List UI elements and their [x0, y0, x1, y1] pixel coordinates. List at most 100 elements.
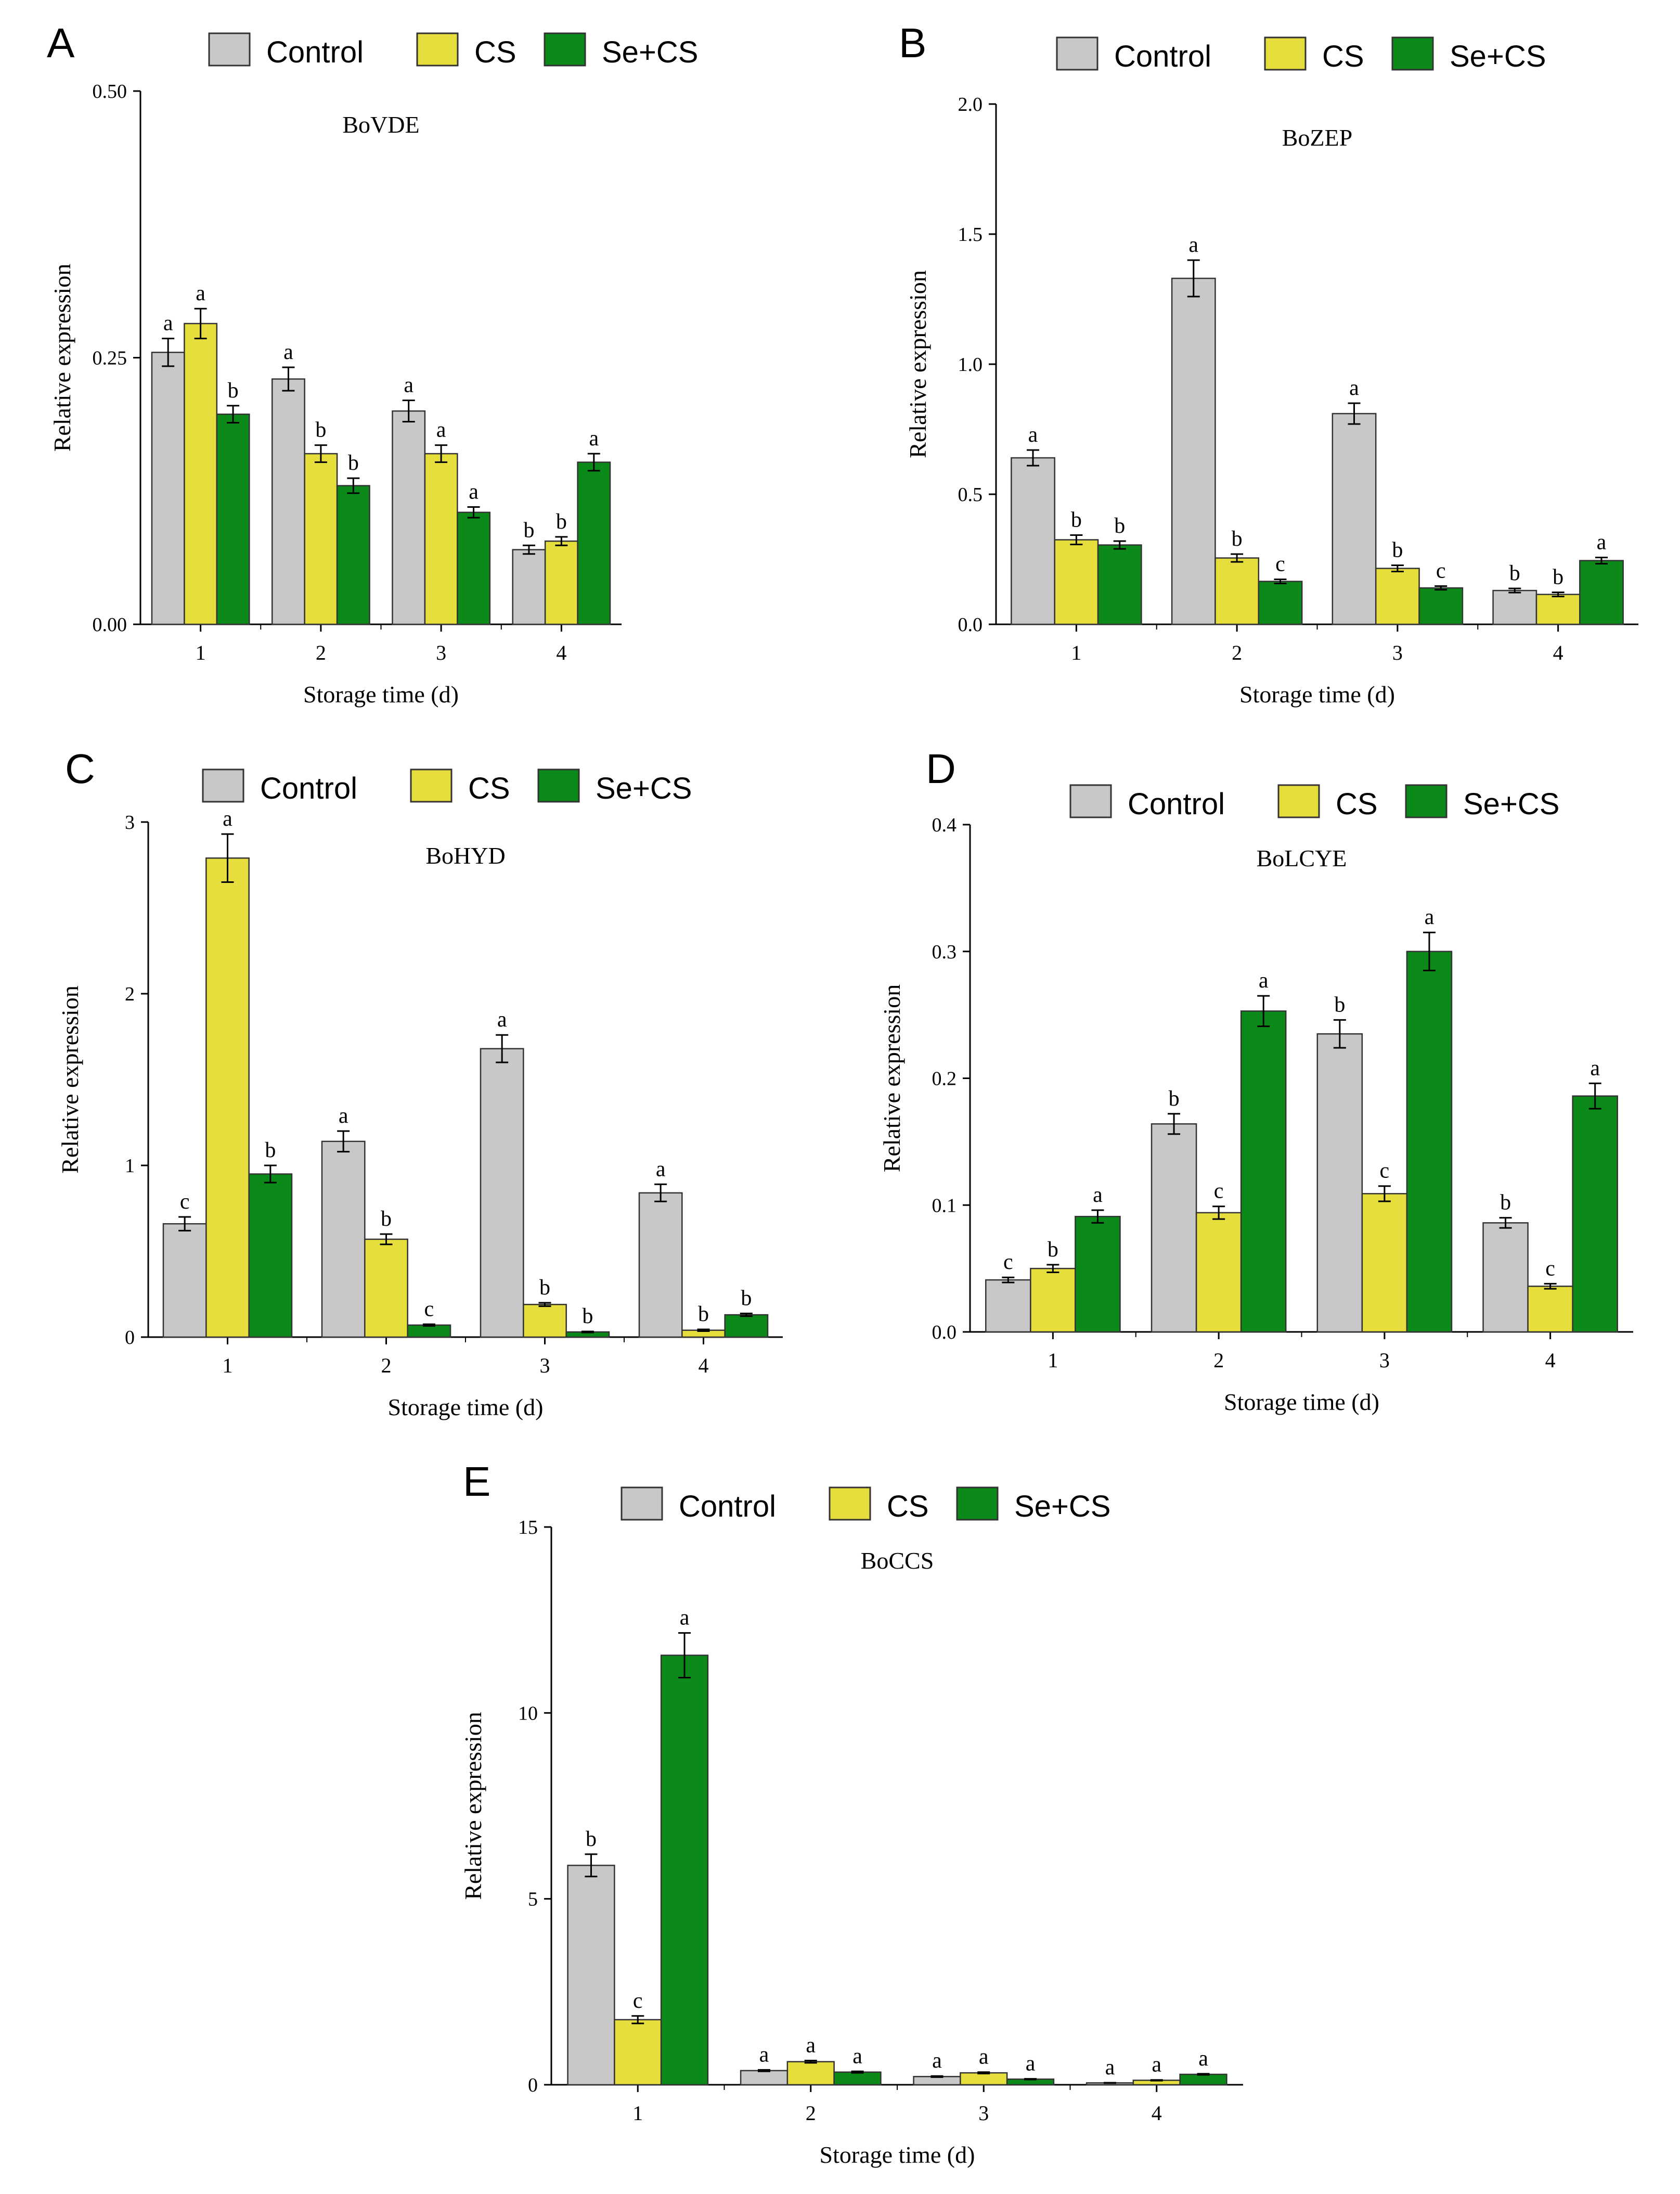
significance-letter: b [741, 1286, 752, 1310]
bar-group: b [216, 379, 250, 625]
bar [1011, 457, 1055, 625]
bar [1492, 589, 1537, 625]
bar [660, 1654, 709, 2086]
significance-letter: c [1545, 1256, 1555, 1280]
significance-letter: c [180, 1190, 190, 1214]
bar [1214, 557, 1260, 625]
legend-swatch [829, 1486, 871, 1521]
legend-item-control: Control [1069, 784, 1225, 821]
bar-group: b [1492, 561, 1537, 625]
legend-label: CS [468, 772, 510, 805]
x-tick-label: 2 [1213, 1349, 1224, 1372]
bar [1030, 1267, 1076, 1333]
bar-group: b [681, 1302, 726, 1338]
significance-letter: a [979, 2045, 989, 2069]
y-tick-label: 1 [125, 1155, 135, 1177]
legend-item-control: Control [621, 1486, 776, 1523]
legend-label: CS [474, 35, 516, 69]
y-tick-label: 0 [528, 2074, 538, 2096]
bar [614, 2019, 662, 2086]
y-tick-label: 2.0 [958, 94, 983, 116]
significance-letter: c [1436, 559, 1446, 583]
significance-letter: b [1114, 514, 1125, 538]
x-tick-label: 1 [632, 2101, 643, 2125]
y-tick-label: 15 [518, 1517, 538, 1538]
bar-group: a [833, 2044, 882, 2086]
legend-swatch [621, 1486, 663, 1521]
legend-item-se-cs: Se+CS [537, 768, 692, 805]
bar [1054, 539, 1099, 625]
significance-letter: c [1003, 1250, 1013, 1274]
bar-group: c [1195, 1179, 1242, 1333]
bar [512, 549, 546, 625]
legend-item-se-cs: Se+CS [1391, 36, 1546, 73]
bar-group: c [1361, 1159, 1408, 1333]
legend-label: Se+CS [602, 35, 698, 69]
bar-group: b [1316, 993, 1363, 1333]
bar-group: b [544, 510, 578, 625]
significance-letter: a [932, 2049, 942, 2073]
y-tick-label: 0.50 [93, 81, 127, 102]
x-tick-label: 4 [1553, 641, 1563, 664]
bar-group: c [985, 1250, 1031, 1333]
significance-letter: b [698, 1302, 709, 1326]
bar-group: a [1006, 2052, 1055, 2086]
bar [740, 2070, 789, 2086]
x-tick-label: 3 [540, 1354, 550, 1377]
bar [577, 461, 611, 625]
significance-letter: a [1026, 2052, 1036, 2076]
panel-d: D Control CS Se+CS BoLCYE 0.0 0.1 0.2 0.3 0.4 Rela… [878, 746, 1633, 1415]
legend-label: CS [1336, 787, 1378, 821]
bar [1535, 594, 1581, 625]
y-axis-title: Relative expression [878, 984, 905, 1173]
legend: Control CS Se+CS [621, 1486, 1110, 1523]
y-tick-label: 5 [528, 1889, 538, 1910]
legend-swatch [1405, 784, 1448, 818]
significance-letter: b [1509, 561, 1520, 585]
bar-group: a [1171, 233, 1216, 625]
bar [457, 511, 491, 625]
significance-letter: b [315, 418, 326, 442]
legend-swatch [1056, 36, 1099, 71]
bar-group: a [1579, 531, 1624, 625]
x-tick-label: 4 [556, 641, 566, 664]
legend-label: Se+CS [1463, 787, 1559, 821]
bar [1075, 1215, 1121, 1333]
bar [1240, 1010, 1287, 1333]
y-tick-label: 0 [125, 1327, 135, 1349]
bar-group: b [364, 1207, 408, 1338]
bar [304, 453, 338, 625]
bar [184, 323, 218, 625]
bar-group: a [660, 1606, 709, 2086]
bar [151, 352, 185, 625]
x-tick-label: 3 [1379, 1349, 1390, 1372]
bar [424, 453, 458, 625]
bar [1332, 413, 1377, 625]
bar-group: b [336, 451, 370, 625]
bar [523, 1304, 567, 1338]
bar-group: b [1151, 1087, 1197, 1333]
y-tick-label: 0.2 [932, 1068, 957, 1090]
legend-item-se-cs: Se+CS [1405, 784, 1559, 821]
bar [1097, 544, 1142, 625]
bar [1418, 587, 1464, 625]
panel-e: E Control CS Se+CS BoCCS 0 5 10 15 Relative expre… [460, 1458, 1243, 2168]
bar-group: a [184, 281, 218, 625]
significance-letter: a [852, 2044, 862, 2068]
significance-letter: a [1259, 969, 1269, 993]
legend-swatch [1391, 36, 1434, 71]
bar-group: a [1132, 2053, 1181, 2086]
x-tick-label: 2 [316, 641, 326, 664]
bar-group: b [565, 1304, 610, 1338]
y-tick-label: 3 [125, 812, 135, 833]
bar-group: c [1258, 553, 1303, 625]
bar-group: a [913, 2049, 961, 2086]
legend-swatch [208, 32, 251, 67]
x-tick-label: 2 [381, 1354, 392, 1377]
bar [567, 1865, 615, 2086]
bar-group: b [1030, 1238, 1076, 1333]
significance-letter: a [1349, 376, 1359, 400]
bar-group: b [567, 1827, 615, 2086]
bar [786, 2061, 835, 2086]
